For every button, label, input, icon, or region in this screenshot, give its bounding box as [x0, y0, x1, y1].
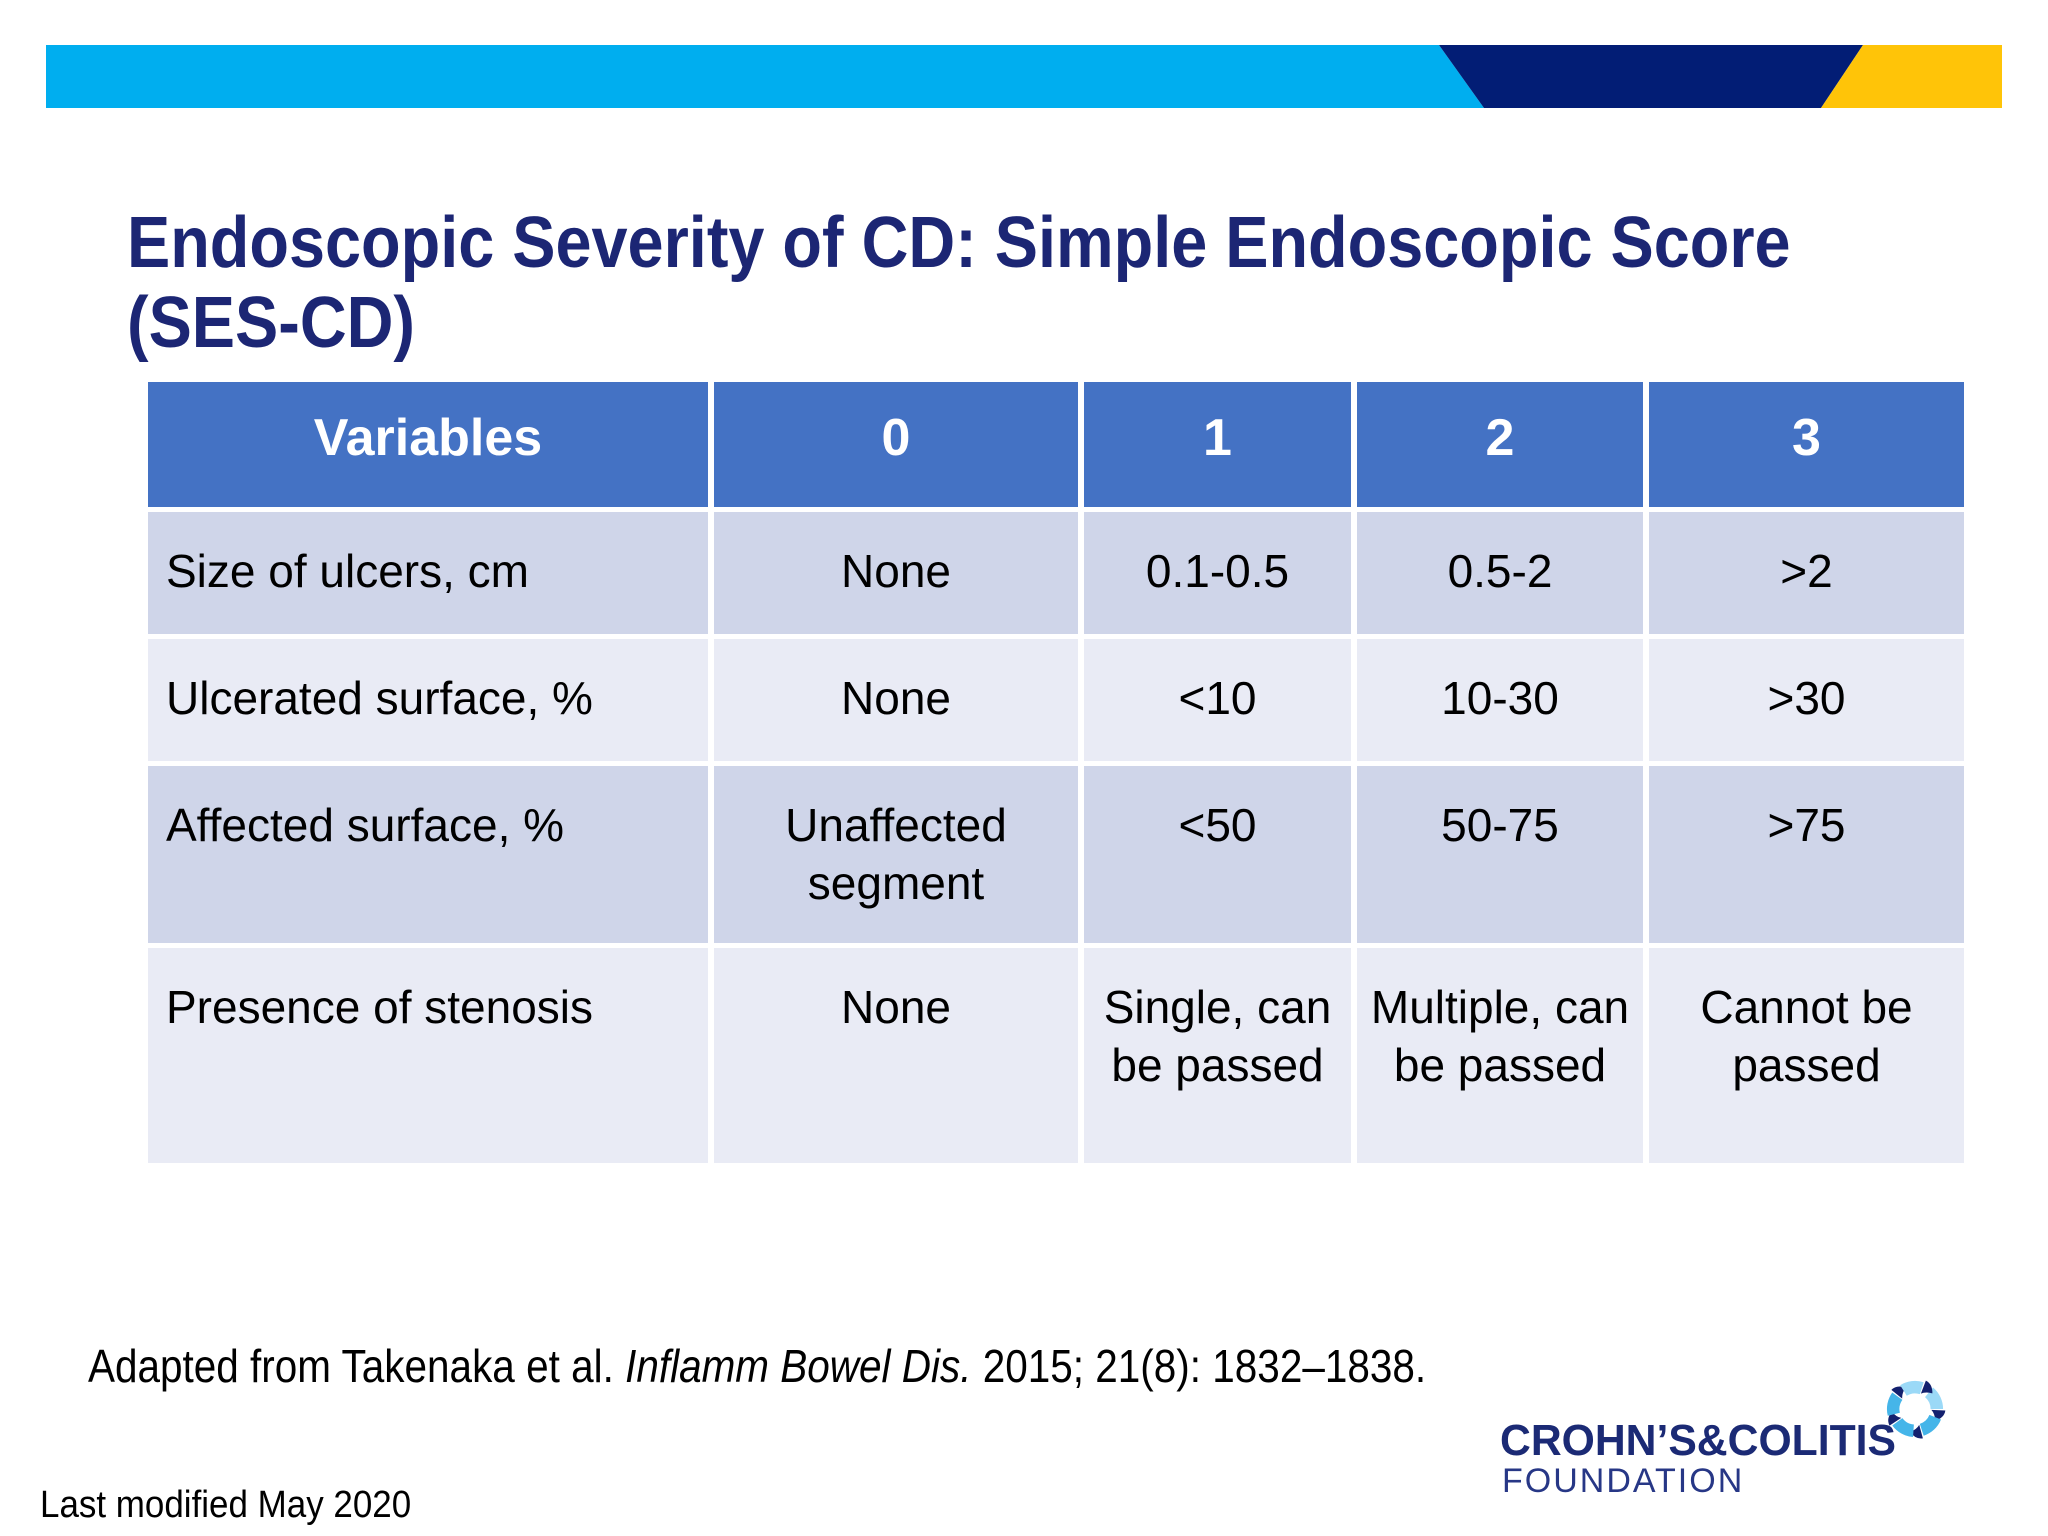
row-ulcer-size-score2: 0.5-2	[1357, 512, 1643, 634]
row-stenosis-score1: Single, can be passed	[1084, 948, 1351, 1163]
row-stenosis-score3: Cannot be passed	[1649, 948, 1964, 1163]
ribbon-navy-band	[1439, 45, 1863, 108]
row-ulcer-size-variable: Size of ulcers, cm	[148, 512, 708, 634]
foundation-logo-subtitle: FOUNDATION	[1502, 1462, 1745, 1500]
citation-prefix: Adapted from Takenaka et al.	[88, 1340, 626, 1392]
source-citation: Adapted from Takenaka et al. Inflamm Bow…	[88, 1338, 1426, 1394]
row-ulcer-size-score1: 0.1-0.5	[1084, 512, 1351, 634]
col-header-score-0: 0	[714, 382, 1078, 507]
row-affected-surface-score3: >75	[1649, 766, 1964, 943]
foundation-logo: CROHN’S&COLITIS FOUNDATION	[1500, 1368, 1970, 1500]
row-affected-surface-score0: Unaffected segment	[714, 766, 1078, 943]
ribbon-yellow-band	[1821, 45, 2002, 108]
row-ulcerated-surface-variable: Ulcerated surface, %	[148, 639, 708, 761]
row-stenosis-variable: Presence of stenosis	[148, 948, 708, 1163]
col-header-score-1: 1	[1084, 382, 1351, 507]
last-modified-note: Last modified May 2020	[40, 1484, 412, 1526]
row-ulcerated-surface-score2: 10-30	[1357, 639, 1643, 761]
citation-journal: Inflamm Bowel Dis.	[625, 1340, 972, 1392]
col-header-variables: Variables	[148, 382, 708, 507]
row-ulcer-size-score3: >2	[1649, 512, 1964, 634]
row-affected-surface-score2: 50-75	[1357, 766, 1643, 943]
ribbon-cyan-band	[46, 45, 1484, 108]
row-ulcerated-surface-score0: None	[714, 639, 1078, 761]
foundation-logo-name: CROHN’S&COLITIS	[1500, 1416, 1896, 1465]
slide-title: Endoscopic Severity of CD: Simple Endosc…	[127, 203, 1791, 364]
ses-cd-score-table: Variables 0 1 2 3 Size of ulcers, cm Non…	[148, 382, 1964, 1163]
row-ulcerated-surface-score3: >30	[1649, 639, 1964, 761]
col-header-score-2: 2	[1357, 382, 1643, 507]
row-affected-surface-variable: Affected surface, %	[148, 766, 708, 943]
foundation-star-icon	[1886, 1380, 1946, 1439]
row-stenosis-score2: Multiple, can be passed	[1357, 948, 1643, 1163]
col-header-score-3: 3	[1649, 382, 1964, 507]
row-ulcerated-surface-score1: <10	[1084, 639, 1351, 761]
row-stenosis-score0: None	[714, 948, 1078, 1163]
row-ulcer-size-score0: None	[714, 512, 1078, 634]
top-ribbon	[46, 45, 2002, 108]
citation-suffix: 2015; 21(8): 1832–1838.	[971, 1340, 1427, 1392]
row-affected-surface-score1: <50	[1084, 766, 1351, 943]
